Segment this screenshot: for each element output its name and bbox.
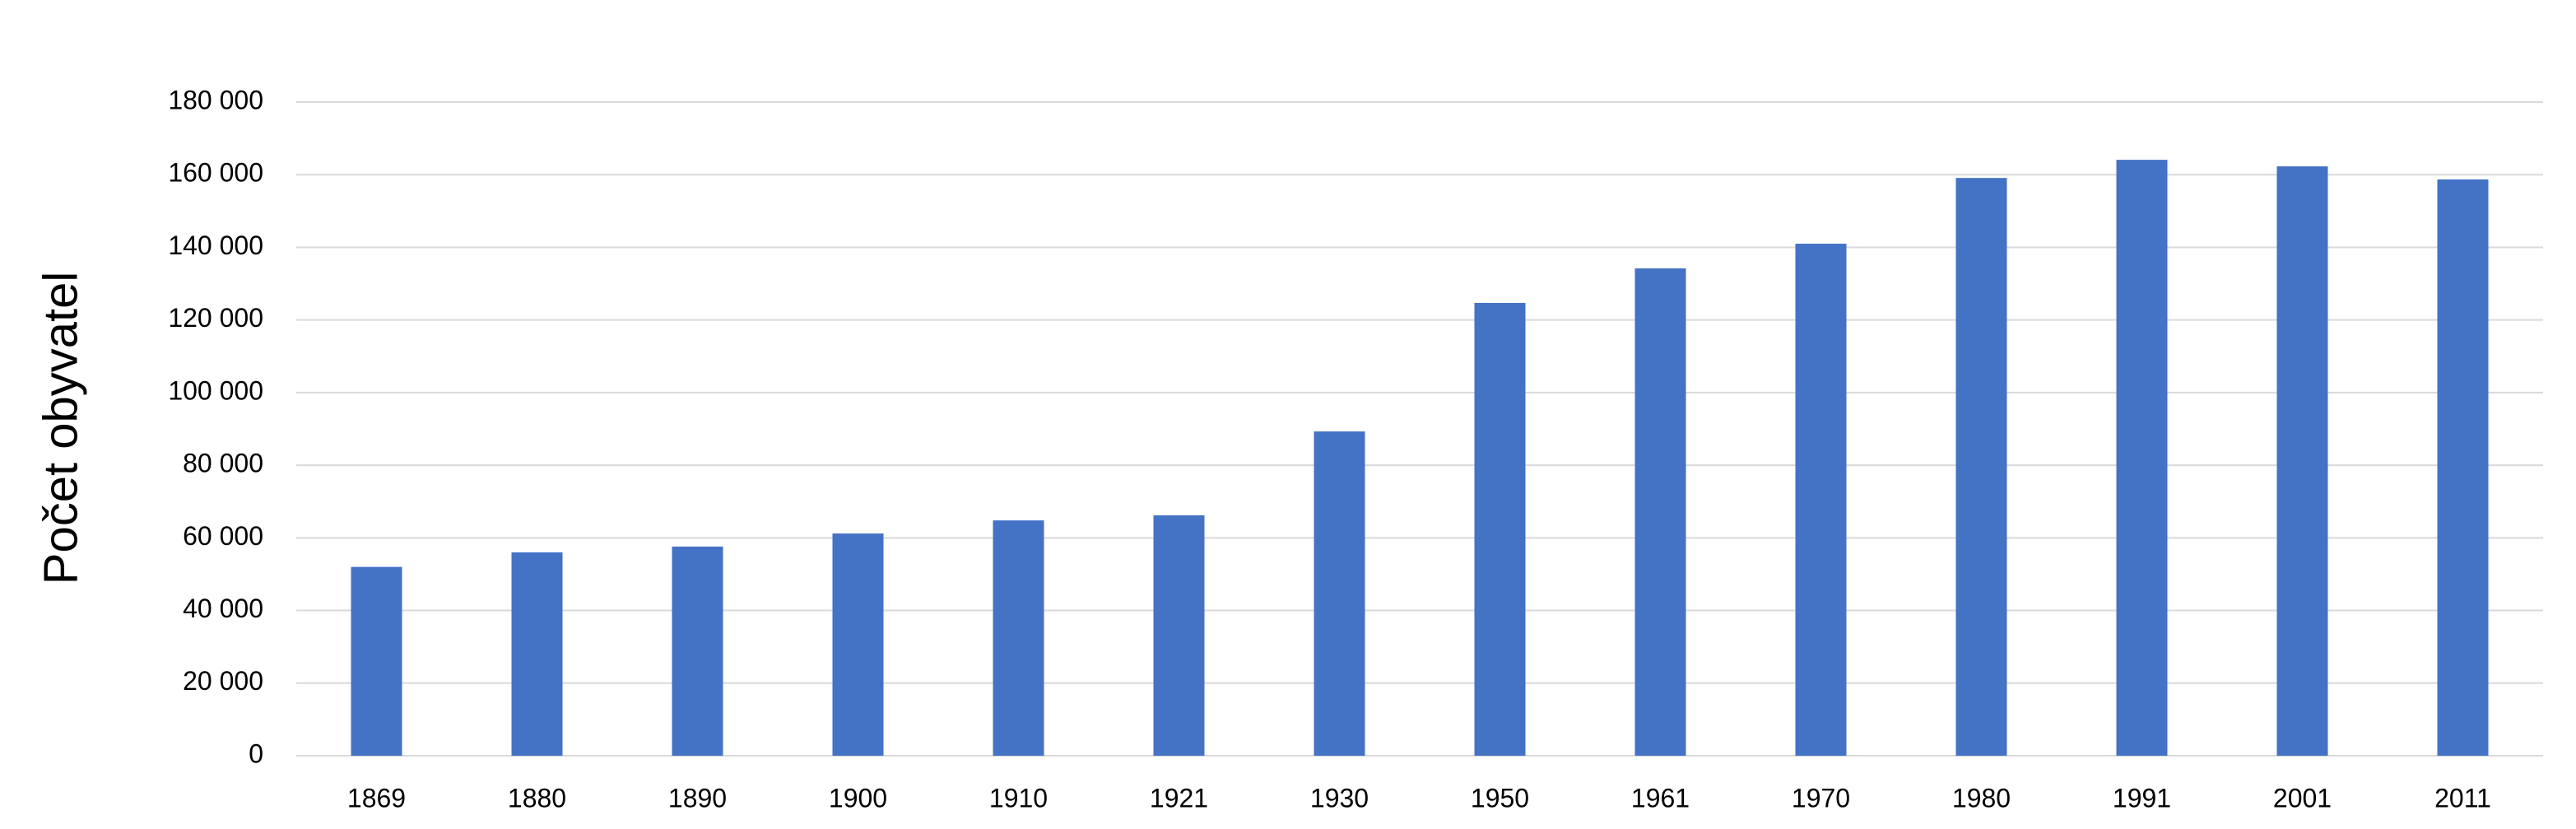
- y-tick-label: 80 000: [183, 449, 263, 478]
- bar: [1474, 302, 1526, 756]
- bar: [2437, 179, 2489, 756]
- y-axis-title: Počet obyvatel: [34, 272, 87, 584]
- y-tick-label: 40 000: [183, 594, 263, 623]
- x-tick-label: 1890: [668, 783, 727, 813]
- y-tick-label: 180 000: [168, 85, 263, 114]
- y-tick-label: 160 000: [168, 158, 263, 188]
- bar: [672, 546, 723, 756]
- bar: [2116, 160, 2168, 757]
- x-tick-label: 1910: [989, 783, 1048, 813]
- bar: [832, 533, 884, 756]
- y-tick-label: 100 000: [168, 375, 263, 405]
- x-tick-label: 1970: [1792, 783, 1850, 813]
- x-tick-label: 1900: [829, 783, 887, 813]
- bar: [993, 520, 1044, 756]
- bar: [1634, 268, 1686, 756]
- x-tick-label: 1950: [1471, 783, 1529, 813]
- x-tick-label: 2011: [2434, 783, 2491, 813]
- bar: [1795, 244, 1847, 756]
- x-tick-label: 1980: [1952, 783, 2011, 813]
- bar: [2276, 166, 2328, 756]
- bar: [511, 552, 563, 756]
- x-tick-label: 1961: [1631, 783, 1690, 813]
- bar: [1153, 515, 1205, 756]
- y-tick-label: 140 000: [168, 231, 263, 260]
- x-tick-label: 1880: [508, 783, 566, 813]
- bar: [351, 566, 402, 756]
- y-tick-label: 0: [249, 738, 263, 768]
- x-tick-label: 1921: [1150, 783, 1208, 813]
- bar: [1955, 178, 2007, 757]
- x-tick-label: 2001: [2273, 783, 2332, 813]
- bar: [1314, 431, 1365, 756]
- x-tick-label: 1991: [2113, 783, 2171, 813]
- y-tick-label: 60 000: [183, 521, 263, 551]
- x-tick-label: 1930: [1310, 783, 1369, 813]
- y-tick-label: 20 000: [183, 666, 263, 696]
- x-tick-label: 1869: [347, 783, 406, 813]
- y-tick-label: 120 000: [168, 303, 263, 333]
